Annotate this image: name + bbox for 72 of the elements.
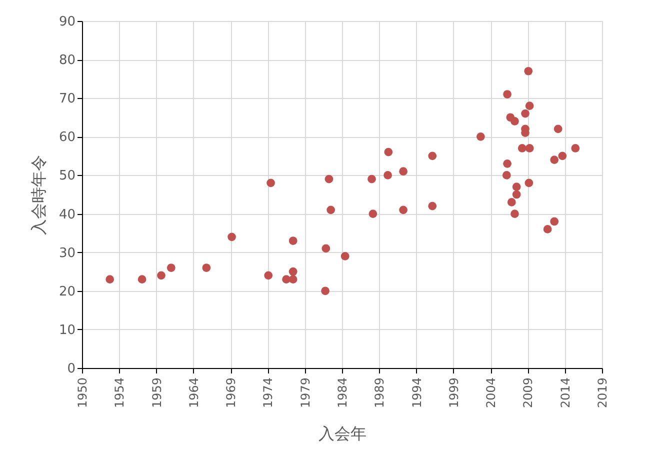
x-tick-label: 1964 — [186, 378, 201, 408]
point — [321, 286, 330, 296]
x-tick-label: 1984 — [336, 378, 350, 408]
point — [525, 144, 534, 152]
x-tick-label: 2014 — [558, 378, 572, 408]
y-tick-label: 80 — [58, 53, 76, 68]
point — [399, 167, 408, 176]
x-tick-label: 1994 — [410, 378, 424, 408]
point — [502, 171, 511, 180]
point — [524, 66, 533, 76]
x-tick-label: 1950 — [76, 378, 90, 408]
point — [543, 225, 552, 234]
point — [288, 236, 298, 245]
y-tick-label: 60 — [58, 130, 76, 146]
x-tick-label: 1979 — [298, 378, 312, 408]
point — [554, 124, 562, 134]
point — [138, 275, 146, 284]
point — [550, 156, 559, 164]
y-tick-label: 70 — [58, 92, 76, 107]
point — [558, 152, 567, 160]
point — [264, 271, 273, 280]
point — [228, 232, 236, 242]
point — [476, 132, 485, 141]
y-axis-title: 入会時年令 — [28, 155, 48, 235]
point — [202, 264, 211, 272]
point — [428, 152, 437, 160]
point — [507, 198, 516, 206]
x-tick-label: 1989 — [372, 378, 387, 408]
x-tick-label: 1954 — [112, 378, 127, 408]
y-tick-label: 0 — [67, 362, 76, 376]
y-tick-label: 50 — [58, 168, 76, 184]
x-tick-label: 1969 — [224, 378, 238, 408]
point — [550, 217, 559, 226]
y-tick-label: 30 — [58, 246, 76, 261]
point — [288, 267, 298, 276]
point — [512, 182, 521, 191]
y-tick-label: 20 — [58, 284, 76, 300]
point — [525, 102, 534, 110]
point — [324, 174, 334, 184]
point — [288, 275, 298, 284]
point — [510, 210, 519, 218]
point — [368, 210, 378, 218]
x-axis-title: 入会年 — [318, 424, 366, 444]
y-tick-label: 40 — [58, 207, 76, 222]
point — [266, 178, 275, 188]
point — [512, 190, 521, 199]
x-tick-label: 1959 — [150, 378, 164, 408]
point — [503, 90, 512, 98]
point — [166, 264, 176, 272]
x-tick-label: 1974 — [261, 378, 276, 408]
x-tick-label: 2009 — [521, 378, 536, 408]
y-tick-label: 90 — [58, 14, 76, 30]
point — [368, 174, 376, 184]
point — [157, 271, 166, 280]
point — [524, 178, 534, 188]
point — [384, 171, 392, 180]
y-tick-label: 10 — [58, 322, 76, 338]
point — [503, 159, 512, 168]
point — [106, 275, 114, 284]
point — [571, 144, 580, 152]
point — [518, 144, 526, 152]
point — [521, 109, 530, 118]
x-tick-label: 2019 — [596, 378, 610, 408]
x-tick-label: 1999 — [446, 378, 461, 408]
point — [510, 117, 519, 126]
point — [322, 244, 330, 253]
point — [399, 206, 408, 214]
point — [340, 252, 350, 260]
point — [428, 202, 437, 210]
x-tick-label: 2004 — [484, 378, 498, 408]
point — [384, 148, 393, 156]
point — [326, 206, 336, 214]
